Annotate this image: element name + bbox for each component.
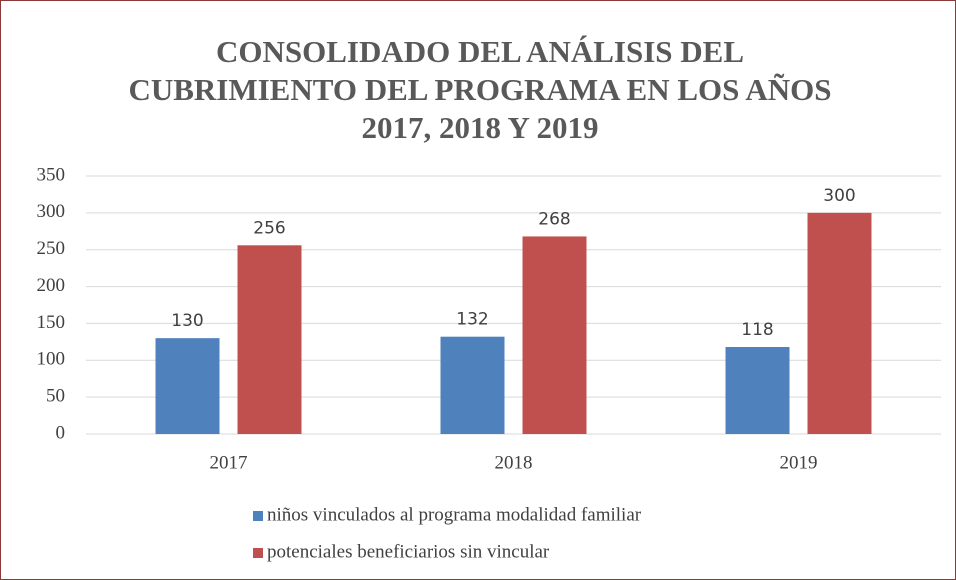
data-label: 268 [538, 209, 570, 229]
y-tick-label: 300 [37, 201, 66, 222]
bar [807, 212, 872, 434]
bar [522, 236, 587, 434]
y-tick-label: 50 [46, 386, 65, 407]
data-label: 256 [253, 218, 285, 238]
bar [440, 336, 505, 434]
legend-label: niños vinculados al programa modalidad f… [267, 504, 642, 525]
legend-swatch [253, 511, 263, 521]
legend-swatch [253, 548, 263, 558]
chart-title: CONSOLIDADO DEL ANÁLISIS DEL CUBRIMIENTO… [128, 34, 832, 145]
y-tick-label: 150 [37, 312, 66, 333]
y-tick-label: 200 [37, 275, 66, 296]
data-label: 132 [456, 310, 488, 330]
x-tick-label: 2017 [210, 452, 248, 473]
legend-label: potenciales beneficiarios sin vincular [267, 541, 550, 562]
bar [237, 245, 302, 434]
data-label: 300 [823, 186, 855, 206]
bar [155, 338, 220, 434]
data-label: 130 [171, 311, 203, 331]
y-tick-label: 250 [37, 238, 66, 259]
x-tick-label: 2019 [780, 452, 818, 473]
bar [725, 347, 790, 434]
y-tick-label: 0 [56, 422, 66, 443]
y-tick-label: 100 [37, 349, 66, 370]
y-tick-label: 350 [37, 164, 66, 185]
x-tick-label: 2018 [495, 452, 533, 473]
data-label: 118 [741, 320, 773, 340]
